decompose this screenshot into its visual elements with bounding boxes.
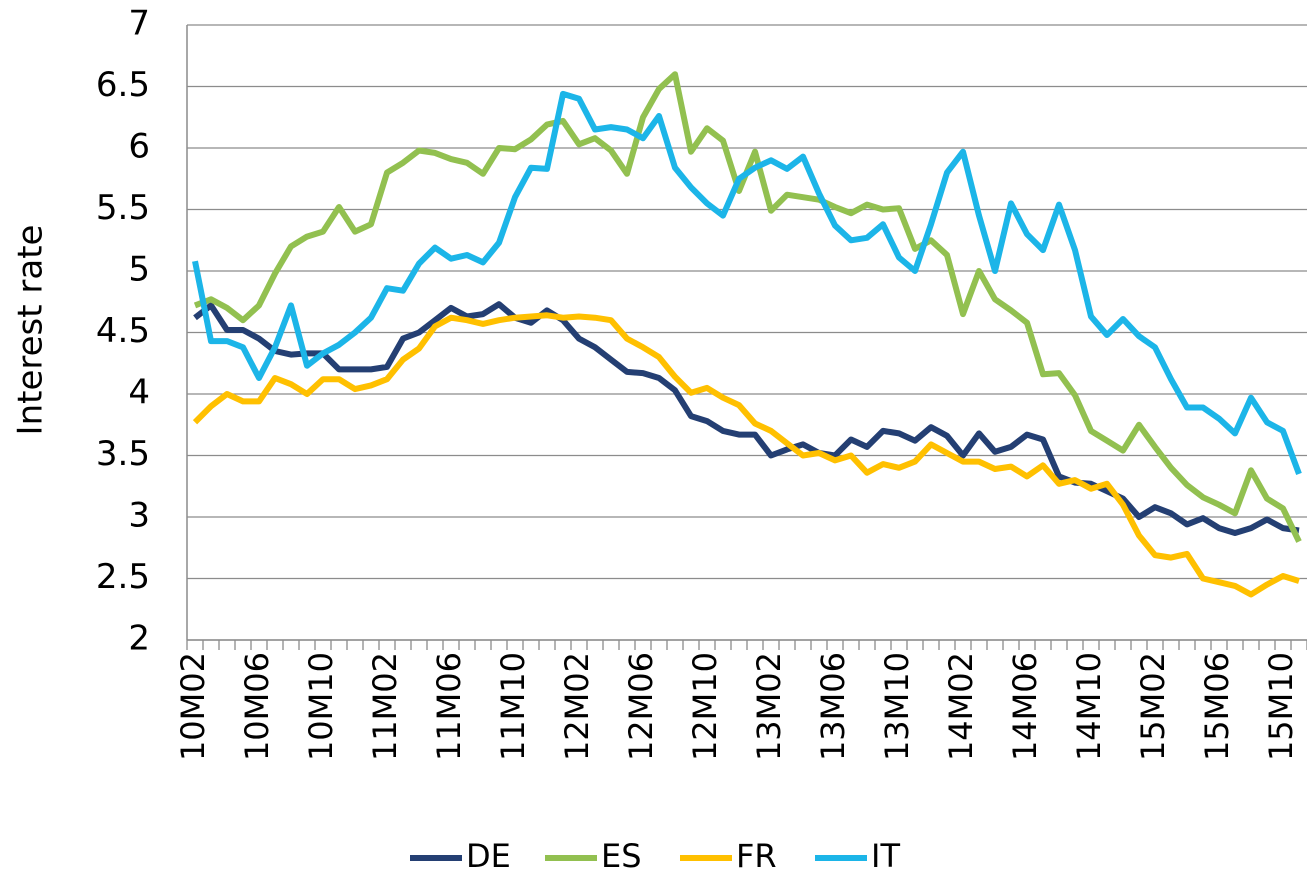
legend-label: IT <box>871 837 900 875</box>
x-tick-label: 13M10 <box>878 652 916 761</box>
x-tick-label: 14M10 <box>1070 652 1108 761</box>
x-tick-label: 10M10 <box>302 652 340 761</box>
y-axis-label: Interest rate <box>11 225 51 436</box>
x-tick-label: 14M02 <box>942 652 980 761</box>
y-tick-label: 5 <box>128 250 150 290</box>
y-tick-label: 6 <box>128 127 150 167</box>
x-tick-label: 14M06 <box>1006 652 1044 761</box>
x-tick-label: 12M02 <box>558 652 596 761</box>
line-series <box>193 71 1302 543</box>
y-tick-label: 6.5 <box>96 65 150 105</box>
y-tick-label: 3 <box>128 496 150 536</box>
x-tick-label: 11M02 <box>366 652 404 761</box>
y-tick-label: 7 <box>128 4 150 44</box>
y-tick-label: 4.5 <box>96 311 150 351</box>
legend-label: DE <box>466 837 511 875</box>
x-tick-label: 15M02 <box>1134 652 1172 761</box>
x-tick-label: 11M06 <box>430 652 468 761</box>
y-tick-label: 5.5 <box>96 188 150 228</box>
x-tick-label: 15M10 <box>1262 652 1300 761</box>
x-tick-label: 12M10 <box>686 652 724 761</box>
legend-label: ES <box>601 837 642 875</box>
x-tick-label: 13M06 <box>814 652 852 761</box>
y-tick-label: 4 <box>128 373 150 413</box>
legend-label: FR <box>736 837 777 875</box>
y-tick-label: 2.5 <box>96 557 150 597</box>
x-tick-label: 10M06 <box>238 652 276 761</box>
y-tick-label: 2 <box>128 619 150 659</box>
x-tick-label: 12M06 <box>622 652 660 761</box>
x-tick-label: 15M06 <box>1198 652 1236 761</box>
x-tick-label: 13M02 <box>750 652 788 761</box>
line-series <box>192 312 1300 598</box>
y-tick-label: 3.5 <box>96 434 150 474</box>
line-series <box>192 90 1302 475</box>
x-tick-label: 11M10 <box>494 652 532 761</box>
x-tick-label: 10M02 <box>174 652 212 761</box>
